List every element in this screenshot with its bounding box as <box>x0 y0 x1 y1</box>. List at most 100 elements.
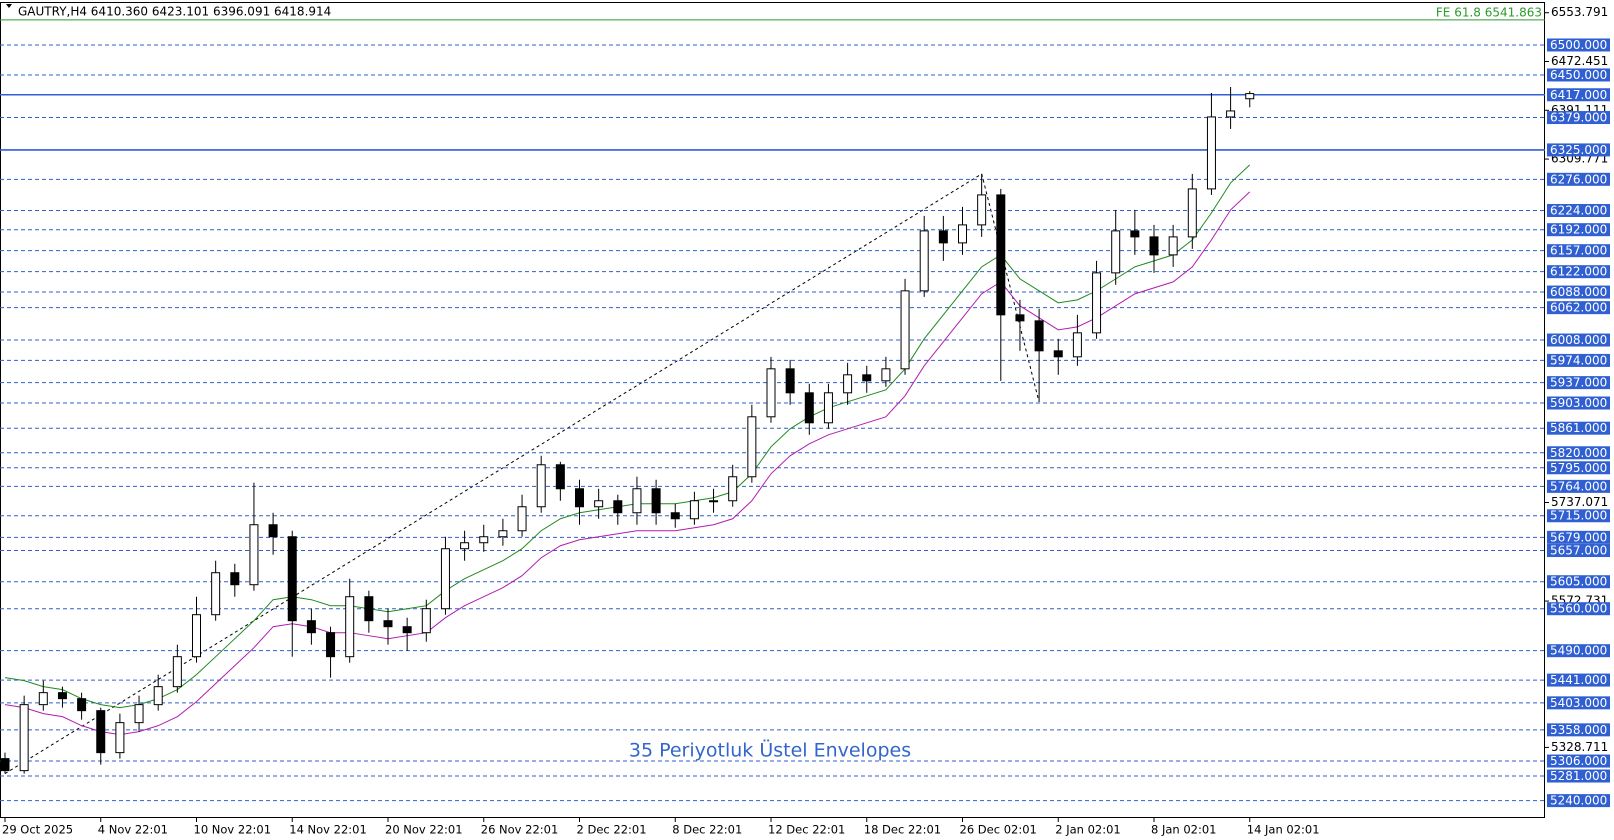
candle-body <box>728 476 738 502</box>
candle-body <box>96 710 106 754</box>
candle-body <box>651 488 661 514</box>
level-label: 6062.000 <box>1550 301 1607 315</box>
candle-body <box>1130 230 1140 238</box>
candle-body <box>153 686 163 706</box>
fe-label: FE 61.8 6541.863 <box>1436 5 1542 19</box>
y-tick-label: 5737.071 <box>1551 495 1608 509</box>
level-label: 6325.000 <box>1550 143 1607 157</box>
x-tick-label: 14 Jan 02:01 <box>1247 823 1320 837</box>
candle-body <box>440 548 450 610</box>
candle-body <box>498 530 508 538</box>
level-label-box <box>1547 461 1610 475</box>
level-label-box <box>1547 111 1610 125</box>
candle-body <box>958 224 967 244</box>
candle-body <box>1072 332 1082 358</box>
level-label: 5281.000 <box>1550 769 1607 783</box>
x-tick-label: 4 Nov 22:01 <box>98 823 168 837</box>
chart-title: GAUTRY,H4 6410.360 6423.101 6396.091 641… <box>18 5 331 19</box>
candle-body <box>766 368 776 418</box>
level-label-box <box>1547 696 1610 710</box>
level-label-box <box>1547 353 1610 367</box>
level-label-box <box>1547 172 1610 186</box>
candle-body <box>804 392 814 424</box>
candle-body <box>862 374 872 382</box>
level-label-box <box>1547 88 1610 102</box>
candle-body <box>38 692 48 706</box>
level-label-box <box>1547 285 1610 299</box>
level-label: 5764.000 <box>1550 479 1607 493</box>
candle-body <box>1168 236 1178 256</box>
level-label: 5903.000 <box>1550 396 1607 410</box>
candle-body <box>402 626 412 634</box>
candle-body <box>843 374 853 394</box>
level-label-box <box>1547 143 1610 157</box>
level-label: 5403.000 <box>1550 696 1607 710</box>
candle-body <box>287 536 297 622</box>
candle-body <box>479 536 489 544</box>
level-label: 5679.000 <box>1550 530 1607 544</box>
x-tick-label: 18 Dec 22:01 <box>864 823 941 837</box>
y-tick-label: 6472.451 <box>1551 54 1608 68</box>
level-label: 5560.000 <box>1550 602 1607 616</box>
level-label-box <box>1547 530 1610 544</box>
x-tick-label: 8 Jan 02:01 <box>1151 823 1217 837</box>
level-label-box <box>1547 754 1610 768</box>
candle-body <box>306 620 316 634</box>
candle-body <box>689 500 699 520</box>
level-label: 6276.000 <box>1550 172 1607 186</box>
level-label: 5974.000 <box>1550 353 1607 367</box>
level-label: 5795.000 <box>1550 461 1607 475</box>
level-label-box <box>1547 421 1610 435</box>
level-label: 6224.000 <box>1550 203 1607 217</box>
candle-body <box>517 506 527 532</box>
candle-body <box>555 464 565 490</box>
level-label-box <box>1547 602 1610 616</box>
level-label: 5358.000 <box>1550 723 1607 737</box>
level-label: 6088.000 <box>1550 285 1607 299</box>
candle-body <box>996 194 1006 316</box>
annotation: 35 Periyotluk Üstel Envelopes <box>629 739 911 762</box>
level-label: 6500.000 <box>1550 38 1607 52</box>
level-label: 6122.000 <box>1550 265 1607 279</box>
level-label-box <box>1547 203 1610 217</box>
level-label-box <box>1547 723 1610 737</box>
level-label-box <box>1547 223 1610 237</box>
candle-body <box>613 500 623 514</box>
level-label-box <box>1547 644 1610 658</box>
candle-body <box>172 656 182 688</box>
candle-body <box>1015 314 1025 322</box>
level-label-box <box>1547 244 1610 258</box>
level-label: 5861.000 <box>1550 421 1607 435</box>
candle-body <box>823 392 833 424</box>
level-label: 5306.000 <box>1550 754 1607 768</box>
candle-body <box>134 704 144 724</box>
y-tick-label: 6553.791 <box>1551 5 1608 19</box>
candle-body <box>460 542 470 550</box>
candle-body <box>326 632 336 658</box>
candle-body <box>747 416 757 478</box>
level-label-box <box>1547 68 1610 82</box>
x-tick-label: 29 Oct 2025 <box>2 823 73 837</box>
candle-body <box>1034 320 1044 352</box>
x-tick-label: 2 Jan 02:01 <box>1055 823 1121 837</box>
level-label-box <box>1547 301 1610 315</box>
level-label: 6192.000 <box>1550 223 1607 237</box>
level-label: 6008.000 <box>1550 333 1607 347</box>
level-label: 6379.000 <box>1550 111 1607 125</box>
envelope-line <box>4 164 1251 709</box>
candle-body <box>1206 116 1216 190</box>
candle-body <box>1245 93 1255 100</box>
candle-body <box>709 500 719 503</box>
level-label-box <box>1547 376 1610 390</box>
level-label-box <box>1547 446 1610 460</box>
candle-body <box>1092 272 1102 334</box>
level-label: 6417.000 <box>1550 88 1607 102</box>
candle-body <box>919 230 929 292</box>
candle-body <box>938 230 948 244</box>
level-label: 5605.000 <box>1550 575 1607 589</box>
candle-body <box>249 524 259 586</box>
candle-body <box>77 698 87 712</box>
x-tick-label: 2 Dec 22:01 <box>577 823 647 837</box>
candle-body <box>345 596 355 658</box>
